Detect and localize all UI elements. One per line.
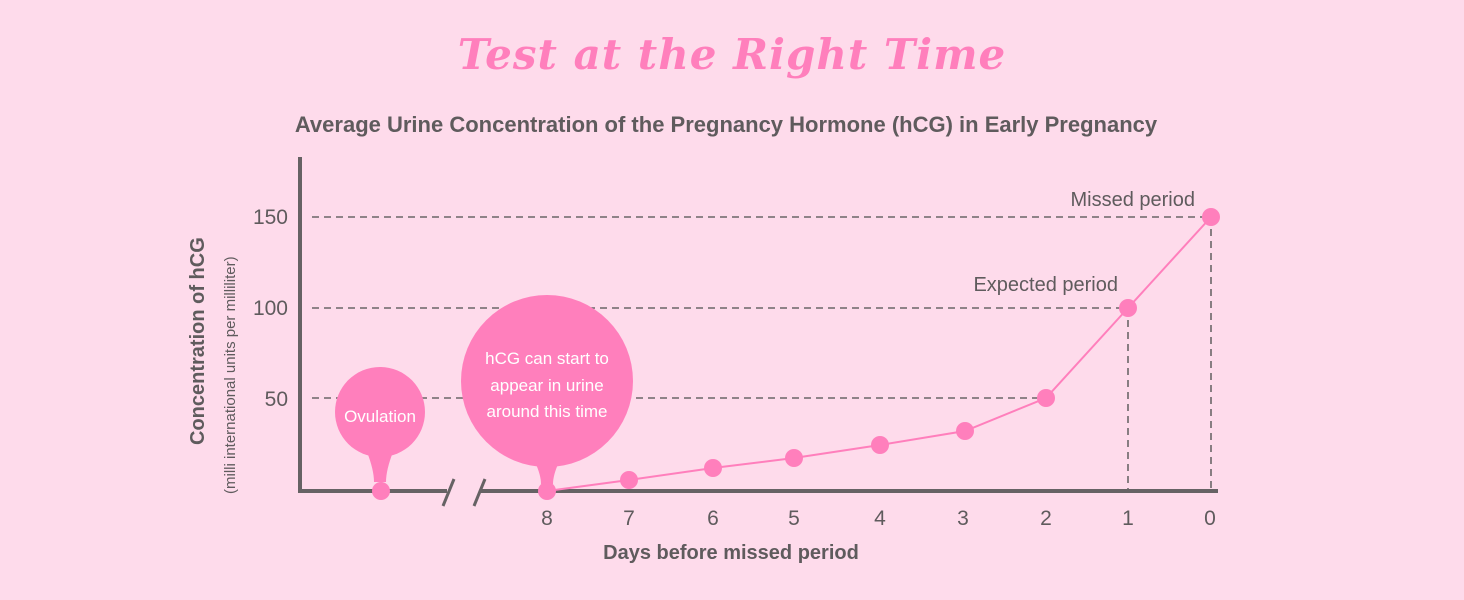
data-point-day-3 <box>956 422 974 440</box>
chart-subtitle: Average Urine Concentration of the Pregn… <box>294 112 1158 137</box>
data-point-day-2 <box>1037 389 1055 407</box>
reference-lines <box>312 216 1212 491</box>
x-axis-title: Days before missed period <box>603 542 859 564</box>
y-axis-subtitle: (milli international units per millilite… <box>222 256 239 494</box>
x-tick-5: 5 <box>788 507 800 530</box>
y-axis-title: Concentration of hCG <box>187 237 209 445</box>
y-tick-100: 100 <box>253 297 288 320</box>
ovulation-label: Ovulation <box>344 407 416 426</box>
missed-period-label: Missed period <box>1070 189 1195 211</box>
expected-period-label: Expected period <box>973 274 1118 296</box>
data-point-day-0 <box>1202 208 1220 226</box>
data-point-day-4 <box>871 436 889 454</box>
x-tick-1: 1 <box>1122 507 1134 530</box>
x-tick-2: 2 <box>1040 507 1052 530</box>
x-tick-3: 3 <box>957 507 969 530</box>
y-tick-150: 150 <box>253 206 288 229</box>
data-point-day-1 <box>1119 299 1137 317</box>
axis-break-icon <box>441 478 487 507</box>
x-tick-0: 0 <box>1204 507 1216 530</box>
ovulation-bubble <box>335 367 425 500</box>
data-point-day-8 <box>538 482 556 500</box>
x-tick-8: 8 <box>541 507 553 530</box>
hcg-bubble-line-2: appear in urine <box>490 376 603 395</box>
hcg-bubble-line-1: hCG can start to <box>485 349 609 368</box>
x-tick-7: 7 <box>623 507 635 530</box>
y-tick-50: 50 <box>265 388 288 411</box>
x-tick-4: 4 <box>874 507 886 530</box>
hcg-appear-bubble <box>461 295 633 484</box>
hcg-bubble-line-3: around this time <box>487 402 608 421</box>
data-points <box>538 208 1220 500</box>
data-point-day-5 <box>785 449 803 467</box>
data-point-day-7 <box>620 471 638 489</box>
x-tick-6: 6 <box>707 507 719 530</box>
headline-title: Test at the Right Time <box>457 30 1007 79</box>
data-point-day-6 <box>704 459 722 477</box>
